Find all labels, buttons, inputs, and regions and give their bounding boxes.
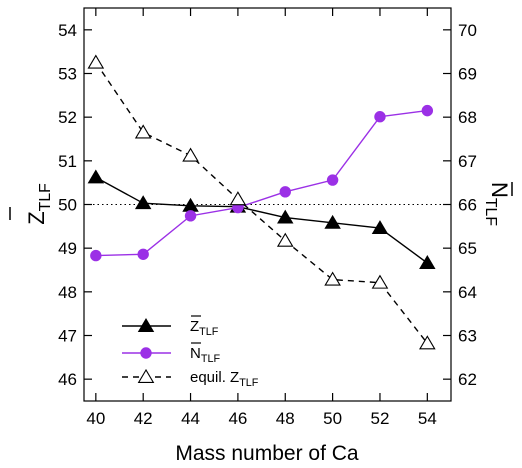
y-left-tick-label-47: 47: [58, 327, 77, 346]
y-left-tick-label-46: 46: [58, 370, 77, 389]
y-left-tick-label-51: 51: [58, 152, 77, 171]
y-right-tick-label-63: 63: [458, 327, 477, 346]
data-point-0-7: [419, 255, 436, 269]
y-right-tick-label-68: 68: [458, 108, 477, 127]
x-axis-title: Mass number of Ca: [175, 442, 359, 465]
data-point-1-7: [421, 104, 434, 117]
legend-label-sub-0: TLF: [199, 326, 219, 338]
legend-label-0: ZTLF: [190, 318, 219, 338]
data-point-2-5: [324, 271, 341, 286]
data-point-1-0: [90, 249, 102, 262]
data-point-2-4: [276, 232, 294, 247]
y-left-tick-label-50: 50: [58, 196, 77, 215]
y-left-tick-label-53: 53: [58, 65, 77, 84]
legend-label-1: NTLF: [190, 345, 220, 365]
legend-entry-1: NTLF: [122, 342, 220, 365]
data-point-1-5: [326, 174, 339, 186]
legend-label-prefix-2: equil.: [190, 369, 230, 386]
data-point-0-1: [134, 195, 152, 210]
legend-marker-0: [137, 318, 155, 332]
svg-text:NTLF: NTLF: [482, 182, 512, 226]
svg-text:ZTLF: ZTLF: [24, 183, 54, 225]
data-point-2-1: [134, 124, 152, 139]
x-tick-label-40: 40: [86, 409, 105, 428]
data-point-0-5: [324, 214, 341, 229]
y-axis-right-title-main: N: [487, 182, 512, 198]
y-right-tick-label-67: 67: [458, 152, 477, 171]
series-0: [87, 169, 436, 269]
data-point-1-1: [137, 248, 149, 260]
x-tick-label-42: 42: [134, 409, 153, 428]
data-point-2-7: [419, 335, 436, 350]
y-axis-left-title-main: Z: [24, 211, 49, 224]
legend-marker-1: [140, 347, 152, 359]
y-left-tick-label-48: 48: [58, 283, 77, 302]
x-tick-label-52: 52: [371, 409, 390, 428]
x-tick-label-46: 46: [228, 409, 247, 428]
x-tick-label-50: 50: [323, 409, 342, 428]
data-point-2-3: [229, 191, 247, 206]
y-axis-left-title-sub: TLF: [37, 183, 54, 211]
legend-label-main-0: Z: [190, 318, 199, 335]
legend-label-2: equil. ZTLF: [190, 369, 259, 389]
data-point-0-6: [371, 220, 389, 235]
y-axis-right-title-sub: TLF: [482, 198, 499, 226]
series-line-0: [95, 176, 428, 264]
data-point-1-6: [374, 111, 386, 123]
series-line-1: [95, 109, 428, 257]
legend-label-main-1: N: [190, 345, 201, 362]
y-left-tick-label-52: 52: [58, 108, 77, 127]
data-point-1-4: [279, 186, 291, 198]
x-tick-label-54: 54: [418, 409, 437, 428]
y-left-tick-label-49: 49: [58, 239, 77, 258]
y-right-tick-label-62: 62: [458, 370, 477, 389]
data-point-0-0: [87, 169, 105, 184]
x-tick-label-48: 48: [276, 409, 295, 428]
data-point-2-0: [87, 54, 105, 69]
y-right-tick-label-69: 69: [458, 65, 477, 84]
data-point-0-4: [277, 209, 294, 224]
data-point-2-2: [182, 147, 199, 162]
y-right-tick-label-66: 66: [458, 196, 477, 215]
legend-label-sub-2: TLF: [239, 377, 259, 389]
legend-entry-2: equil. ZTLF: [122, 368, 259, 389]
legend-entry-0: ZTLF: [122, 315, 219, 338]
series-2: [87, 54, 436, 350]
tick-layer: 40 42 44 46 48 50 52 54 46 47 48 49 50 51 52 53 54 62 63 64…: [58, 8, 477, 428]
legend-label-main-2: Z: [230, 369, 239, 386]
series-line-2: [95, 62, 428, 344]
data-point-2-6: [371, 274, 389, 289]
y-left-tick-label-54: 54: [58, 21, 77, 40]
series-layer: [87, 54, 436, 350]
legend-marker-2: [137, 368, 155, 384]
y-right-tick-label-70: 70: [458, 21, 477, 40]
y-axis-left-title: ZTLF: [9, 183, 54, 225]
y-right-tick-label-65: 65: [458, 239, 477, 258]
y-right-tick-label-64: 64: [458, 283, 477, 302]
legend-label-sub-1: TLF: [201, 353, 221, 365]
data-point-1-2: [184, 210, 197, 222]
y-axis-right-title: NTLF: [482, 182, 513, 226]
x-tick-label-44: 44: [181, 409, 200, 428]
